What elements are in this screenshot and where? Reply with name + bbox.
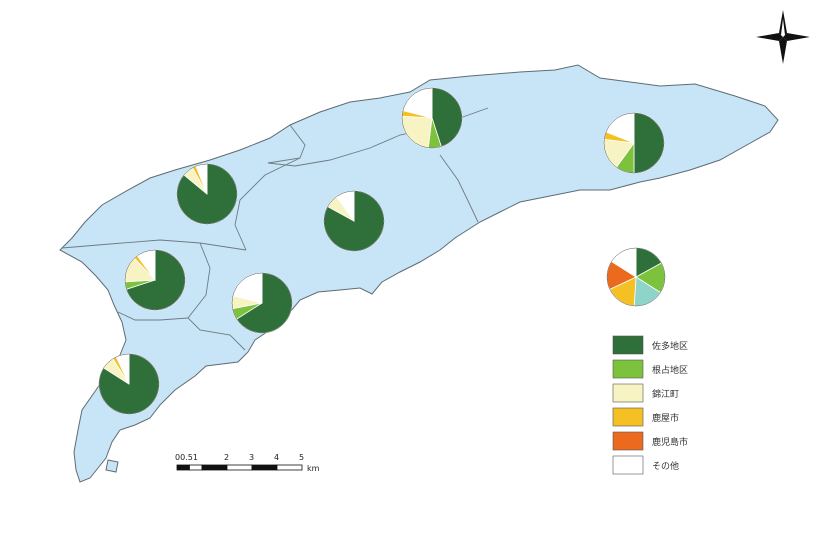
- scale-tick-label: 2: [224, 453, 229, 462]
- legend-swatch: [612, 359, 644, 379]
- north-arrow-icon: [756, 10, 810, 64]
- legend-label: 佐多地区: [652, 340, 688, 352]
- pie-outline: [401, 87, 463, 149]
- pie-chart-south: [98, 353, 160, 415]
- scale-segment: [276, 464, 303, 471]
- district-boundary: [234, 157, 301, 251]
- legend-label: 鹿児島市: [652, 436, 688, 448]
- pie-outline: [606, 247, 666, 307]
- legend-swatch: [612, 431, 644, 451]
- legend-swatch: [612, 407, 644, 427]
- pie-outline: [98, 353, 160, 415]
- scale-segment: [226, 464, 253, 471]
- district-boundary: [117, 311, 189, 321]
- district-boundary: [439, 154, 479, 223]
- scale-tick-label: 00.51: [175, 453, 198, 462]
- pie-chart-west-middle: [124, 249, 186, 311]
- legend-label: 鹿屋市: [652, 412, 679, 424]
- legend-swatch: [612, 383, 644, 403]
- peninsula-landmass: [59, 64, 779, 483]
- district-boundary: [61, 239, 247, 251]
- scale-tick-label: 4: [274, 453, 279, 462]
- scale-tick-label: 3: [249, 453, 254, 462]
- pie-chart-east: [603, 112, 665, 174]
- pie-charts: [98, 87, 665, 415]
- scale-segment: [251, 464, 278, 471]
- pie-outline: [231, 272, 293, 334]
- scale-segment: [189, 464, 203, 471]
- legend-label: 根占地区: [652, 364, 688, 376]
- pie-outline: [124, 249, 186, 311]
- pie-outline: [603, 112, 665, 174]
- scale-segment: [201, 464, 228, 471]
- southern-island: [105, 459, 119, 473]
- scale-segment: [176, 464, 190, 471]
- pie-outline: [176, 163, 238, 225]
- scale-bar: 00.51 2 3 4 5km: [175, 453, 320, 473]
- legend-swatch: [612, 455, 644, 475]
- legend-label: 錦江町: [652, 388, 679, 400]
- scale-unit-label: km: [307, 464, 320, 473]
- pie-chart-center: [323, 190, 385, 252]
- pie-chart-west-upper: [176, 163, 238, 225]
- pie-chart-south-middle: [231, 272, 293, 334]
- pie-chart-legend-reference: [606, 247, 666, 307]
- pie-chart-north-center: [401, 87, 463, 149]
- legend-label: その他: [652, 460, 679, 472]
- scale-tick-label: 5: [299, 453, 304, 462]
- legend-swatch: [612, 335, 644, 355]
- pie-outline: [323, 190, 385, 252]
